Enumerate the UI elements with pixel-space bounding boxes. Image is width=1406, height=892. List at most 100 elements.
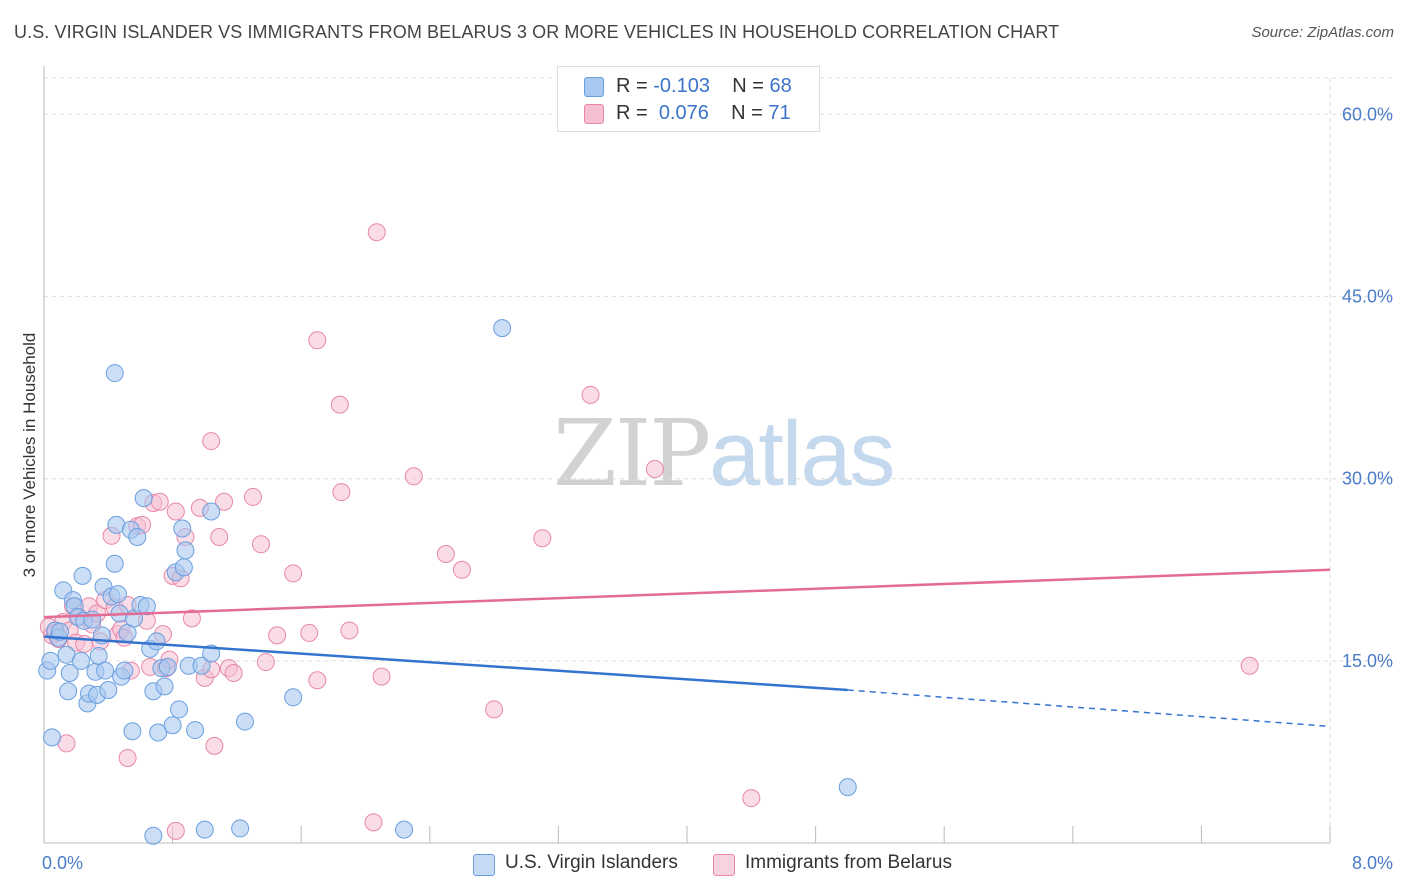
pink-point	[581, 385, 600, 404]
blue-point	[149, 723, 168, 742]
pink-point	[166, 502, 185, 521]
blue-point	[59, 682, 78, 701]
pink-point	[308, 331, 327, 350]
blue-point	[99, 681, 118, 699]
watermark-atlas: atlas	[709, 403, 895, 505]
pink-point	[202, 432, 221, 451]
bottom-blue-label: U.S. Virgin Islanders	[505, 852, 678, 873]
pink-point	[364, 813, 383, 832]
blue-point	[105, 364, 124, 383]
pink-point	[166, 821, 185, 840]
blue-trend-line	[43, 635, 848, 692]
pink-point	[268, 626, 287, 645]
pink-point	[284, 564, 303, 583]
tick-label-layer: 15.0% 30.0% 45.0% 60.0% 0.0% 8.0%	[42, 104, 1393, 873]
blue-point	[493, 319, 512, 338]
legend-pink-r-label: R =	[616, 102, 654, 124]
blue-point	[71, 651, 90, 670]
pink-point	[332, 483, 351, 502]
pink-point	[210, 528, 229, 546]
blue-point	[43, 728, 62, 747]
bottom-pink-label: Immigrants from Belarus	[745, 852, 952, 873]
legend-row-blue: R = -0.103 N = 68	[584, 75, 792, 99]
legend-blue-r-label: R =	[616, 75, 654, 97]
y-axis-label: 3 or more Vehicles in Household	[20, 332, 39, 578]
blue-point	[174, 558, 193, 577]
pink-point	[404, 467, 423, 486]
blue-point	[170, 700, 189, 719]
y-tick-label: 15.0%	[1342, 651, 1393, 671]
pink-point	[330, 395, 349, 414]
blue-point	[123, 722, 142, 741]
legend-blue-n-label: N =	[732, 75, 770, 97]
blue-point	[173, 519, 192, 538]
legend-pink-r-value: 0.076	[658, 102, 709, 124]
pink-point	[300, 623, 319, 642]
blue-point	[73, 566, 92, 585]
pink-point	[742, 789, 761, 808]
blue-swatch	[584, 77, 604, 97]
pink-point	[367, 223, 386, 242]
pink-point	[436, 545, 455, 563]
y-tick-label: 45.0%	[1342, 287, 1393, 307]
blue-point	[147, 632, 166, 651]
y-tick-label: 30.0%	[1342, 469, 1393, 489]
blue-point-layer	[38, 319, 857, 845]
chart-title: U.S. VIRGIN ISLANDER VS IMMIGRANTS FROM …	[14, 22, 1060, 42]
axis-layer	[43, 66, 1331, 844]
blue-point	[176, 541, 195, 560]
pink-point	[205, 736, 224, 755]
pink-point	[252, 535, 271, 554]
blue-point	[137, 597, 156, 616]
pink-point	[645, 460, 664, 478]
pink-swatch	[584, 104, 604, 124]
blue-point	[51, 622, 70, 641]
pink-point	[215, 492, 234, 511]
blue-point	[115, 661, 134, 680]
pink-point	[256, 653, 275, 672]
blue-point	[235, 712, 254, 731]
legend-pink-n-label: N =	[731, 102, 769, 124]
legend-pink-n-value: 71	[768, 102, 791, 124]
blue-point	[192, 656, 211, 675]
blue-point	[155, 677, 174, 696]
blue-trend-extension	[847, 689, 1331, 728]
pink-point	[485, 700, 504, 719]
trend-line-layer	[43, 568, 1331, 728]
blue-point	[838, 778, 857, 797]
bottom-blue-swatch	[473, 854, 495, 876]
correlation-legend: R = -0.103 N = 68 R = 0.076 N = 71	[557, 66, 820, 132]
bottom-pink-swatch	[713, 854, 735, 876]
blue-point	[158, 657, 177, 676]
legend-blue-n-value: 68	[769, 75, 792, 97]
x-tick-label: 0.0%	[42, 853, 83, 873]
pink-point	[340, 621, 359, 640]
blue-point	[41, 651, 60, 670]
pink-point	[224, 664, 243, 682]
blue-point	[83, 610, 102, 629]
blue-point	[134, 489, 153, 508]
blue-point	[163, 716, 182, 735]
blue-point	[128, 528, 147, 546]
pink-point	[372, 667, 391, 686]
legend-row-pink: R = 0.076 N = 71	[584, 102, 791, 126]
pink-point	[1240, 656, 1259, 675]
blue-point	[395, 820, 414, 839]
pink-point	[243, 487, 262, 506]
pink-point	[452, 560, 471, 579]
x-tick-label: 8.0%	[1352, 853, 1393, 873]
blue-point	[202, 502, 221, 521]
pink-point	[182, 609, 201, 628]
watermark: ZIPatlas	[553, 400, 896, 507]
blue-point	[144, 826, 163, 845]
blue-point	[60, 664, 79, 682]
source-label: Source: ZipAtlas.com	[1251, 24, 1394, 41]
blue-point	[96, 661, 115, 680]
blue-point	[195, 820, 214, 839]
blue-point	[105, 554, 124, 573]
pink-trend-line	[43, 568, 1331, 619]
legend-blue-r-value: -0.103	[653, 75, 710, 97]
blue-point	[202, 644, 221, 663]
blue-point	[186, 721, 205, 740]
